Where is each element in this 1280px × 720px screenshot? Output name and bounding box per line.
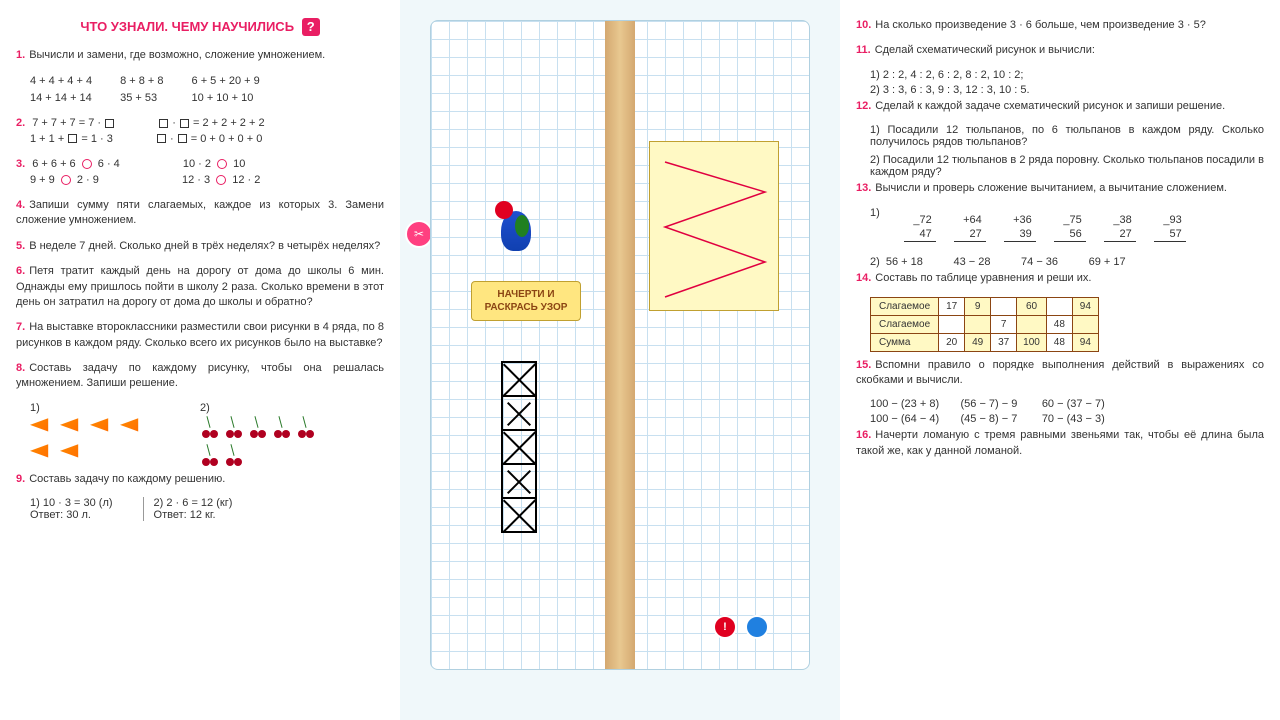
task-7: 7.На выставке второклассники разместили … [16,320,384,351]
scissors-button[interactable]: ✂ [405,220,433,248]
grid-paper: НАЧЕРТИ И РАСКРАСЬ УЗОР ! [430,20,810,670]
vertical-calcs: _7247+6427+3639_7556_3827_9357 [904,213,1186,243]
header-text: ЧТО УЗНАЛИ. ЧЕМУ НАУЧИЛИСЬ [80,19,294,34]
task-13: 13.Вычисли и проверь сложение вычитанием… [856,181,1264,196]
zigzag-panel [649,141,779,311]
parrot-icon [491,201,541,261]
cherries-icon [200,414,320,466]
task-9-answers: 1) 10 · 3 = 30 (л)Ответ: 30 л. 2) 2 · 6 … [30,497,384,521]
task-9: 9.Составь задачу по каждому решению. [16,472,384,487]
task-8-images: 1) 2) [30,402,384,466]
middle-spread: ✂ НАЧЕРТИ И РАСКРАСЬ УЗОР ! [400,0,840,720]
task-11: 11.Сделай схематический рисунок и вычисл… [856,43,1264,58]
right-page: 10.На сколько произведение 3 · 6 больше,… [840,0,1280,720]
task-1-math: 4 + 4 + 4 + 414 + 14 + 14 8 + 8 + 835 + … [30,73,384,106]
task-8: 8.Составь задачу по каждому рисунку, что… [16,361,384,392]
task-2: 2. 7 + 7 + 7 = 7 · · = 2 + 2 + 2 + 2 1 +… [16,116,384,147]
task-15: 15.Вспомни правило о порядке выполнения … [856,358,1264,389]
bottom-icons: ! [713,615,769,639]
task-10: 10.На сколько произведение 3 · 6 больше,… [856,18,1264,33]
equation-table: Слагаемое1796094Слагаемое748Сумма2049371… [870,297,1099,352]
help-badge[interactable]: ? [302,18,320,36]
task-14: 14.Составь по таблице уравнения и реши и… [856,271,1264,286]
task-6: 6.Петя тратит каждый день на дорогу от д… [16,264,384,310]
carrots-icon [30,414,150,462]
alert-icon[interactable]: ! [713,615,737,639]
task-4: 4.Запиши сумму пяти слагаемых, каждое из… [16,198,384,229]
task-1: 1.Вычисли и замени, где возможно, сложен… [16,48,384,63]
task-5: 5.В неделе 7 дней. Сколько дней в трёх н… [16,239,384,254]
book-spine [605,21,635,669]
zigzag-icon [650,142,780,312]
pattern-label: НАЧЕРТИ И РАСКРАСЬ УЗОР [471,281,581,321]
task-16: 16.Начерти ломаную с тремя равными звень… [856,428,1264,459]
left-page: ЧТО УЗНАЛИ. ЧЕМУ НАУЧИЛИСЬ ? 1.Вычисли и… [0,0,400,720]
globe-icon[interactable] [745,615,769,639]
page-header: ЧТО УЗНАЛИ. ЧЕМУ НАУЧИЛИСЬ ? [16,18,384,36]
task-3: 3. 6 + 6 + 6 6 · 4 10 · 2 10 9 + 9 2 · 9… [16,157,384,188]
task-12: 12.Сделай к каждой задаче схематический … [856,99,1264,114]
geometric-pattern [501,361,537,531]
